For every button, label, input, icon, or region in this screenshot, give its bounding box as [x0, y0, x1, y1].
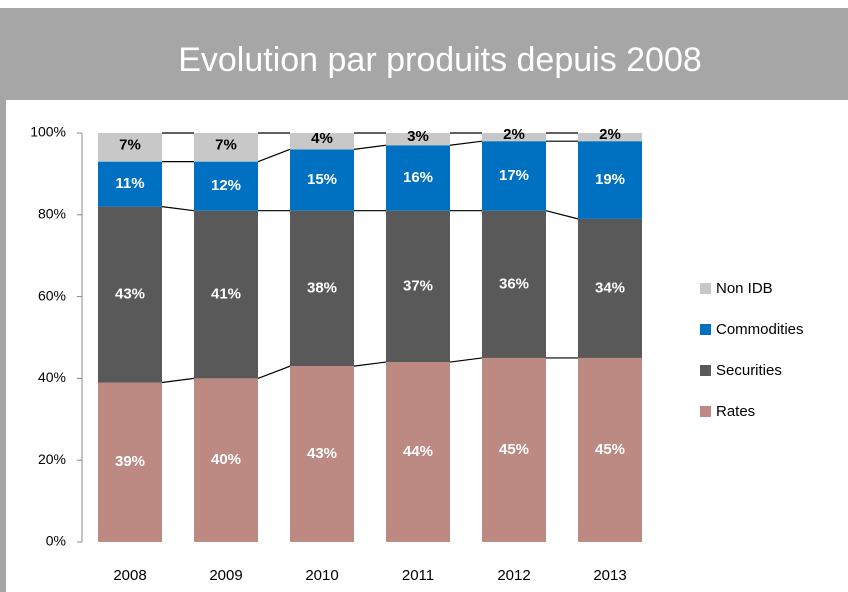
- data-label: 34%: [595, 279, 625, 296]
- legend-label: Securities: [716, 362, 782, 379]
- data-label: 38%: [307, 279, 337, 296]
- data-label: 43%: [307, 445, 337, 462]
- series-line: [257, 148, 291, 163]
- bar-segment: [386, 133, 450, 146]
- data-label: 39%: [115, 453, 145, 470]
- y-tick-label: 80%: [38, 206, 66, 222]
- data-label: 40%: [211, 451, 241, 468]
- bar-segment: [98, 133, 162, 162]
- bar-segment: [290, 133, 354, 150]
- x-tick-label: 2010: [305, 567, 338, 584]
- data-label: 7%: [119, 136, 141, 153]
- legend-swatch: [700, 324, 711, 335]
- x-tick-label: 2008: [113, 567, 146, 584]
- data-label: 2%: [503, 126, 525, 143]
- series-line: [353, 144, 387, 150]
- series-line: [161, 377, 195, 384]
- bar-segment: [578, 133, 642, 142]
- y-tick-label: 40%: [38, 369, 66, 385]
- bar-segment: [482, 210, 546, 358]
- data-label: 45%: [595, 441, 625, 458]
- legend-swatch: [700, 283, 711, 294]
- bar-segment: [290, 366, 354, 542]
- x-tick-label: 2012: [497, 567, 530, 584]
- series-line: [449, 140, 483, 146]
- bar-segment: [482, 141, 546, 211]
- bar-segment: [578, 357, 642, 542]
- bar-segment: [386, 145, 450, 211]
- data-label: 17%: [499, 167, 529, 184]
- x-tick-label: 2013: [593, 567, 626, 584]
- data-label: 45%: [499, 441, 529, 458]
- chart-title: Evolution par produits depuis 2008: [178, 41, 702, 79]
- bar-segment: [194, 210, 258, 379]
- y-tick-label: 100%: [30, 124, 66, 140]
- series-line: [161, 206, 195, 212]
- bar-segment: [194, 161, 258, 211]
- bar-segment: [386, 210, 450, 363]
- bar-segment: [290, 149, 354, 211]
- data-label: 11%: [115, 175, 144, 192]
- series-line: [545, 210, 579, 220]
- y-tick-label: 20%: [38, 451, 66, 467]
- data-label: 37%: [403, 277, 433, 294]
- bar-segment: [194, 378, 258, 542]
- bar-segment: [482, 357, 546, 542]
- legend-swatch: [700, 406, 711, 417]
- y-tick-label: 0%: [46, 533, 66, 549]
- data-label: 36%: [499, 275, 529, 292]
- bar-segment: [578, 141, 642, 219]
- data-label: 3%: [407, 128, 429, 145]
- bar-segment: [482, 133, 546, 142]
- bar-segment: [290, 210, 354, 367]
- data-label: 15%: [307, 171, 337, 188]
- series-line: [353, 361, 387, 367]
- data-label: 19%: [595, 171, 625, 188]
- data-label: 43%: [115, 286, 145, 303]
- legend-label: Commodities: [716, 321, 804, 338]
- data-label: 2%: [599, 126, 621, 143]
- legend-swatch: [700, 365, 711, 376]
- bar-segment: [98, 206, 162, 383]
- data-label: 16%: [403, 169, 433, 186]
- bar-segment: [98, 161, 162, 207]
- legend-label: Rates: [716, 403, 755, 420]
- legend-label: Non IDB: [716, 280, 773, 297]
- x-tick-label: 2011: [402, 567, 434, 584]
- y-tick-label: 60%: [38, 287, 66, 303]
- data-label: 7%: [215, 136, 237, 153]
- series-line: [257, 365, 291, 379]
- data-label: 41%: [211, 286, 241, 303]
- bar-segment: [98, 382, 162, 542]
- data-label: 12%: [211, 177, 241, 194]
- series-line: [449, 357, 483, 363]
- bar-segment: [386, 362, 450, 542]
- data-label: 4%: [311, 130, 333, 147]
- bar-segment: [578, 218, 642, 358]
- data-label: 44%: [403, 443, 433, 460]
- x-tick-label: 2009: [209, 567, 242, 584]
- bar-segment: [194, 133, 258, 162]
